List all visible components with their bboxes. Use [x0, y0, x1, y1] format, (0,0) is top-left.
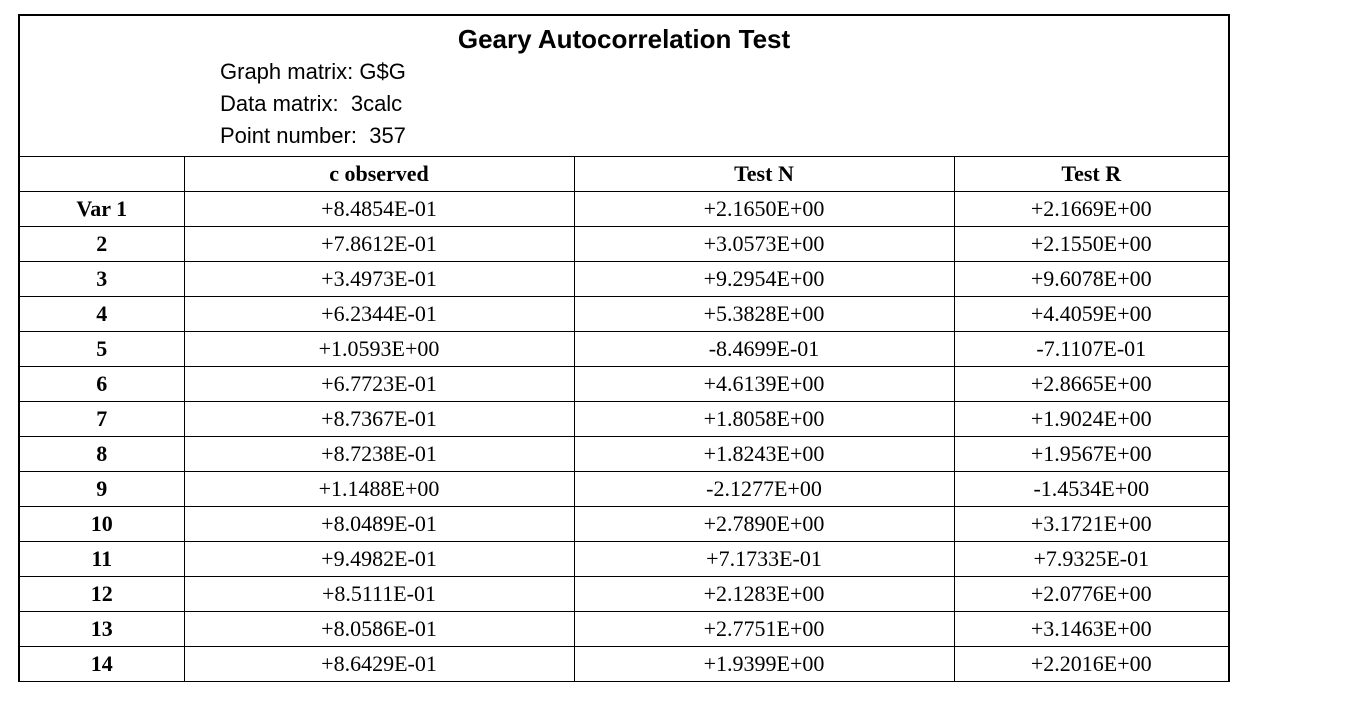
cell-var: 8	[19, 437, 184, 472]
table-row: 8 +8.7238E-01 +1.8243E+00 +1.9567E+00	[19, 437, 1229, 472]
meta-point-number-value: 357	[369, 123, 406, 148]
table-row: 6 +6.7723E-01 +4.6139E+00 +2.8665E+00	[19, 367, 1229, 402]
meta-point-number: Point number: 357	[220, 120, 1228, 152]
cell-n: +1.8243E+00	[574, 437, 954, 472]
cell-var: 9	[19, 472, 184, 507]
cell-r: +1.9567E+00	[954, 437, 1229, 472]
cell-c: +6.7723E-01	[184, 367, 574, 402]
table-row: 12 +8.5111E-01 +2.1283E+00 +2.0776E+00	[19, 577, 1229, 612]
cell-r: +2.8665E+00	[954, 367, 1229, 402]
table-row: 10 +8.0489E-01 +2.7890E+00 +3.1721E+00	[19, 507, 1229, 542]
cell-var: 5	[19, 332, 184, 367]
cell-c: +6.2344E-01	[184, 297, 574, 332]
cell-n: +7.1733E-01	[574, 542, 954, 577]
cell-n: +1.9399E+00	[574, 647, 954, 682]
table-title: Geary Autocorrelation Test	[20, 22, 1228, 56]
meta-data-matrix-label: Data matrix:	[220, 91, 339, 116]
cell-var: 2	[19, 227, 184, 262]
cell-r: +2.2016E+00	[954, 647, 1229, 682]
cell-r: +2.0776E+00	[954, 577, 1229, 612]
cell-c: +8.5111E-01	[184, 577, 574, 612]
col-header-c-observed: c observed	[184, 157, 574, 192]
meta-graph-matrix-value: G$G	[359, 59, 405, 84]
col-header-test-r: Test R	[954, 157, 1229, 192]
cell-c: +1.0593E+00	[184, 332, 574, 367]
column-header-row: c observed Test N Test R	[19, 157, 1229, 192]
page: Geary Autocorrelation Test Graph matrix:…	[0, 0, 1360, 696]
cell-n: +5.3828E+00	[574, 297, 954, 332]
cell-r: -7.1107E-01	[954, 332, 1229, 367]
cell-c: +9.4982E-01	[184, 542, 574, 577]
cell-var: 6	[19, 367, 184, 402]
table-row: 3 +3.4973E-01 +9.2954E+00 +9.6078E+00	[19, 262, 1229, 297]
cell-c: +8.0586E-01	[184, 612, 574, 647]
meta-graph-matrix-label: Graph matrix:	[220, 59, 353, 84]
cell-r: +7.9325E-01	[954, 542, 1229, 577]
table-row: Var 1 +8.4854E-01 +2.1650E+00 +2.1669E+0…	[19, 192, 1229, 227]
cell-c: +8.6429E-01	[184, 647, 574, 682]
cell-r: +2.1669E+00	[954, 192, 1229, 227]
meta-graph-matrix: Graph matrix: G$G	[220, 56, 1228, 88]
cell-n: +2.7751E+00	[574, 612, 954, 647]
table-row: 2 +7.8612E-01 +3.0573E+00 +2.1550E+00	[19, 227, 1229, 262]
table-row: 14 +8.6429E-01 +1.9399E+00 +2.2016E+00	[19, 647, 1229, 682]
cell-n: +4.6139E+00	[574, 367, 954, 402]
table-row: 9 +1.1488E+00 -2.1277E+00 -1.4534E+00	[19, 472, 1229, 507]
table-row: 5 +1.0593E+00 -8.4699E-01 -7.1107E-01	[19, 332, 1229, 367]
cell-var: 14	[19, 647, 184, 682]
meta-data-matrix-value: 3calc	[351, 91, 402, 116]
cell-r: -1.4534E+00	[954, 472, 1229, 507]
cell-n: +3.0573E+00	[574, 227, 954, 262]
col-header-var	[19, 157, 184, 192]
table-row: 13 +8.0586E-01 +2.7751E+00 +3.1463E+00	[19, 612, 1229, 647]
cell-c: +8.4854E-01	[184, 192, 574, 227]
meta-data-matrix: Data matrix: 3calc	[220, 88, 1228, 120]
cell-r: +3.1721E+00	[954, 507, 1229, 542]
cell-n: +9.2954E+00	[574, 262, 954, 297]
table-row: 11 +9.4982E-01 +7.1733E-01 +7.9325E-01	[19, 542, 1229, 577]
cell-r: +4.4059E+00	[954, 297, 1229, 332]
meta-point-number-label: Point number:	[220, 123, 357, 148]
cell-n: +2.1650E+00	[574, 192, 954, 227]
cell-r: +3.1463E+00	[954, 612, 1229, 647]
cell-c: +7.8612E-01	[184, 227, 574, 262]
cell-var: 4	[19, 297, 184, 332]
cell-c: +3.4973E-01	[184, 262, 574, 297]
cell-c: +1.1488E+00	[184, 472, 574, 507]
table-header-block: Geary Autocorrelation Test Graph matrix:…	[19, 15, 1229, 157]
cell-n: +2.7890E+00	[574, 507, 954, 542]
geary-table: Geary Autocorrelation Test Graph matrix:…	[18, 14, 1230, 682]
cell-var: 10	[19, 507, 184, 542]
table-meta: Graph matrix: G$G Data matrix: 3calc Poi…	[220, 56, 1228, 152]
cell-n: +1.8058E+00	[574, 402, 954, 437]
cell-n: -8.4699E-01	[574, 332, 954, 367]
cell-var: Var 1	[19, 192, 184, 227]
cell-c: +8.7238E-01	[184, 437, 574, 472]
cell-var: 11	[19, 542, 184, 577]
table-row: 4 +6.2344E-01 +5.3828E+00 +4.4059E+00	[19, 297, 1229, 332]
cell-c: +8.7367E-01	[184, 402, 574, 437]
cell-var: 7	[19, 402, 184, 437]
cell-var: 12	[19, 577, 184, 612]
cell-r: +1.9024E+00	[954, 402, 1229, 437]
table-row: 7 +8.7367E-01 +1.8058E+00 +1.9024E+00	[19, 402, 1229, 437]
cell-n: +2.1283E+00	[574, 577, 954, 612]
cell-r: +2.1550E+00	[954, 227, 1229, 262]
cell-n: -2.1277E+00	[574, 472, 954, 507]
cell-var: 3	[19, 262, 184, 297]
cell-var: 13	[19, 612, 184, 647]
cell-r: +9.6078E+00	[954, 262, 1229, 297]
cell-c: +8.0489E-01	[184, 507, 574, 542]
col-header-test-n: Test N	[574, 157, 954, 192]
